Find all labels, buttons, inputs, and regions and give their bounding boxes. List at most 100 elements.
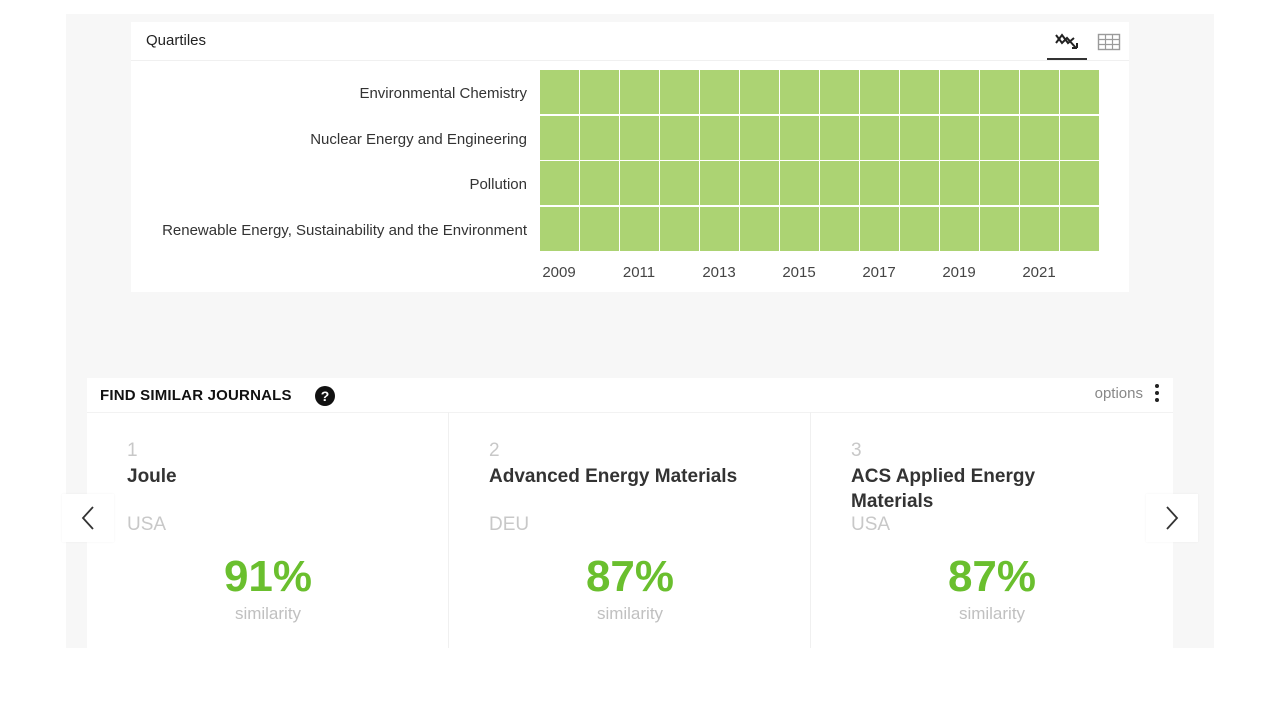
year-label: 2017 bbox=[862, 264, 896, 281]
chevron-left-icon bbox=[81, 506, 94, 530]
quartile-cell[interactable] bbox=[820, 115, 859, 160]
quartile-cell[interactable] bbox=[940, 161, 979, 205]
row-label-renewable-energy: Renewable Energy, Sustainability and the… bbox=[162, 222, 527, 239]
journal-card[interactable]: 3 ACS Applied Energy Materials USA 87% s… bbox=[811, 412, 1173, 648]
quartile-cell[interactable] bbox=[620, 70, 659, 114]
similarity-label: similarity bbox=[234, 604, 302, 623]
year-label: 2019 bbox=[942, 264, 976, 281]
journal-card[interactable]: 2 Advanced Energy Materials DEU 87% simi… bbox=[449, 412, 811, 648]
quartile-cell[interactable] bbox=[700, 206, 739, 251]
quartile-cell[interactable] bbox=[620, 206, 659, 251]
table-view-button[interactable] bbox=[1089, 26, 1129, 58]
quartile-cell[interactable] bbox=[740, 70, 779, 114]
quartile-cell[interactable] bbox=[820, 206, 859, 251]
journal-country: DEU bbox=[489, 514, 530, 535]
quartile-cell[interactable] bbox=[540, 115, 579, 160]
quartile-cell[interactable] bbox=[860, 206, 899, 251]
quartile-cell[interactable] bbox=[980, 161, 1019, 205]
quartile-cell[interactable] bbox=[780, 206, 819, 251]
row-label-environmental-chemistry: Environmental Chemistry bbox=[359, 85, 527, 102]
quartile-cell[interactable] bbox=[980, 115, 1019, 160]
quartile-cell[interactable] bbox=[1060, 115, 1099, 160]
quartile-cell[interactable] bbox=[820, 161, 859, 205]
quartile-cell[interactable] bbox=[1020, 206, 1059, 251]
quartile-cell[interactable] bbox=[580, 70, 619, 114]
quartile-cell[interactable] bbox=[1020, 115, 1059, 160]
row-label-pollution: Pollution bbox=[469, 176, 527, 193]
quartile-cell[interactable] bbox=[700, 161, 739, 205]
quartile-cell[interactable] bbox=[900, 206, 939, 251]
quartile-cell[interactable] bbox=[620, 115, 659, 160]
quartile-cell[interactable] bbox=[1020, 70, 1059, 114]
quartile-cell[interactable] bbox=[1060, 161, 1099, 205]
quartile-cell[interactable] bbox=[820, 70, 859, 114]
quartile-cell[interactable] bbox=[900, 115, 939, 160]
options-label: options bbox=[1094, 384, 1143, 402]
quartile-cell[interactable] bbox=[1020, 161, 1059, 205]
quartile-cell[interactable] bbox=[540, 70, 579, 114]
quartile-cell[interactable] bbox=[700, 115, 739, 160]
quartile-cell[interactable] bbox=[980, 70, 1019, 114]
journal-country: USA bbox=[127, 514, 167, 535]
journal-country: USA bbox=[851, 514, 891, 535]
quartile-cell[interactable] bbox=[660, 70, 699, 114]
journal-card[interactable]: 1 Joule USA 91% similarity bbox=[87, 412, 449, 648]
quartile-cell[interactable] bbox=[860, 70, 899, 114]
quartile-cell[interactable] bbox=[620, 161, 659, 205]
quartile-cell[interactable] bbox=[740, 161, 779, 205]
quartile-cell[interactable] bbox=[660, 115, 699, 160]
quartile-cell[interactable] bbox=[740, 115, 779, 160]
similarity-label: similarity bbox=[958, 604, 1026, 623]
similar-journals-panel: FIND SIMILAR JOURNALS ? options 1 Joule … bbox=[87, 378, 1173, 648]
similar-journals-header: FIND SIMILAR JOURNALS ? options bbox=[87, 378, 1173, 413]
year-label: 2013 bbox=[702, 264, 736, 281]
quartile-cell[interactable] bbox=[940, 206, 979, 251]
quartile-cell[interactable] bbox=[580, 115, 619, 160]
carousel-next-button[interactable] bbox=[1146, 494, 1198, 542]
quartile-cell[interactable] bbox=[900, 161, 939, 205]
journal-rank: 2 bbox=[489, 440, 500, 461]
help-icon[interactable]: ? bbox=[315, 386, 335, 406]
quartile-cell[interactable] bbox=[740, 206, 779, 251]
carousel-prev-button[interactable] bbox=[62, 494, 114, 542]
similar-journals-title: FIND SIMILAR JOURNALS bbox=[100, 387, 292, 404]
journal-name[interactable]: Advanced Energy Materials bbox=[489, 466, 738, 487]
quartiles-panel: Quartiles Environmental Chemistry Nuclea… bbox=[131, 22, 1129, 292]
chart-view-button[interactable] bbox=[1047, 26, 1087, 60]
quartile-cell[interactable] bbox=[1060, 206, 1099, 251]
year-label: 2011 bbox=[622, 264, 656, 281]
similarity-percent: 87% bbox=[947, 552, 1037, 601]
quartile-cell[interactable] bbox=[540, 161, 579, 205]
quartile-cell[interactable] bbox=[580, 206, 619, 251]
quartiles-title: Quartiles bbox=[146, 32, 207, 49]
quartile-cell[interactable] bbox=[780, 70, 819, 114]
similarity-label: similarity bbox=[596, 604, 664, 623]
quartile-cell[interactable] bbox=[540, 206, 579, 251]
quartile-cell[interactable] bbox=[660, 206, 699, 251]
quartile-cell[interactable] bbox=[900, 70, 939, 114]
quartile-cell[interactable] bbox=[580, 161, 619, 205]
journal-name[interactable]: Joule bbox=[127, 466, 177, 487]
quartile-cell[interactable] bbox=[940, 115, 979, 160]
chevron-right-icon bbox=[1166, 506, 1179, 530]
options-button[interactable]: options bbox=[1095, 384, 1161, 402]
journal-rank: 3 bbox=[851, 440, 862, 461]
quartile-cell[interactable] bbox=[780, 115, 819, 160]
quartile-cell[interactable] bbox=[700, 70, 739, 114]
quartile-heatmap bbox=[540, 70, 1099, 252]
quartile-cell[interactable] bbox=[660, 161, 699, 205]
journal-name[interactable]: ACS Applied Energy Materials bbox=[851, 466, 1036, 512]
quartile-cell[interactable] bbox=[860, 161, 899, 205]
quartile-cell[interactable] bbox=[780, 161, 819, 205]
trend-chart-icon bbox=[1055, 33, 1078, 49]
quartile-cell[interactable] bbox=[1060, 70, 1099, 114]
similarity-percent: 87% bbox=[585, 552, 675, 601]
table-grid-icon bbox=[1097, 33, 1121, 51]
year-label: 2015 bbox=[782, 264, 816, 281]
quartile-cell[interactable] bbox=[860, 115, 899, 160]
quartile-cell[interactable] bbox=[980, 206, 1019, 251]
quartile-cell[interactable] bbox=[940, 70, 979, 114]
journal-cards: 1 Joule USA 91% similarity 2 Advanced En… bbox=[87, 412, 1173, 648]
journal-rank: 1 bbox=[127, 440, 138, 461]
year-label: 2021 bbox=[1022, 264, 1056, 281]
